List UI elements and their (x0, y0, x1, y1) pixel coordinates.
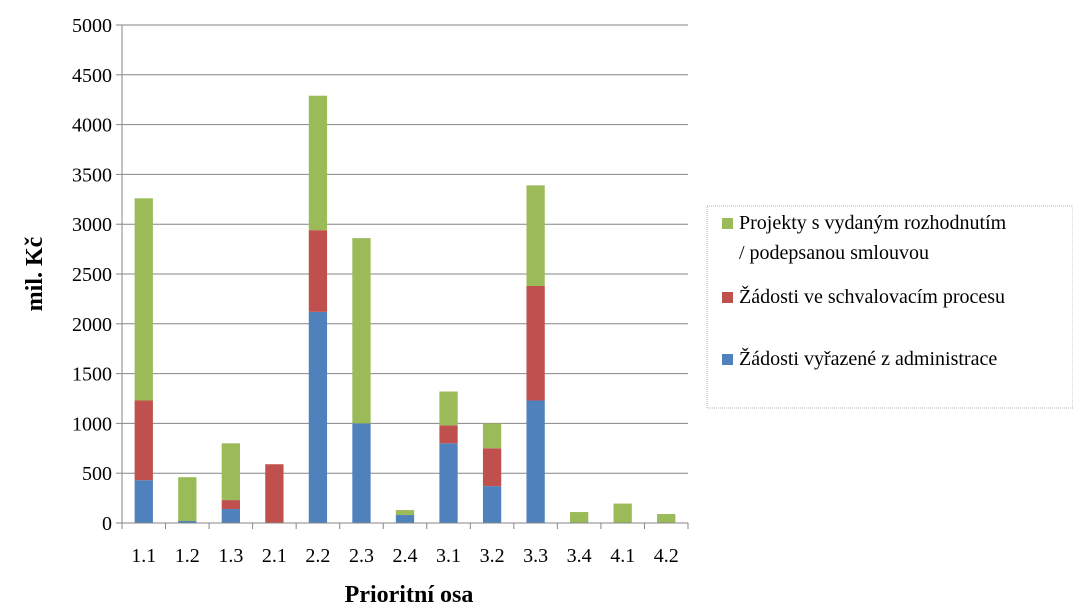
bar-segment (657, 514, 676, 523)
y-tick-label: 4000 (72, 115, 112, 137)
y-axis-title: mil. Kč (22, 236, 48, 311)
x-tick-label: 3.2 (480, 545, 505, 567)
y-tick-label: 1000 (72, 413, 112, 435)
bar-segment (570, 512, 589, 523)
bar-segment (482, 423, 502, 449)
legend: Projekty s vydaným rozhodnutím / podepsan… (706, 205, 1073, 409)
bar-segment (308, 230, 328, 312)
legend-label: Žádosti vyřazené z administrace (739, 347, 997, 370)
legend-label: Žádosti ve schvalovacím procesu (739, 285, 1005, 308)
x-axis-title: Prioritní osa (345, 582, 474, 608)
legend-swatch (722, 292, 733, 303)
bar-segment (526, 285, 545, 401)
legend-swatch (722, 354, 733, 365)
y-tick-labels: 0 500 1000 1500 2000 2500 3000 3500 4000 4500 5000 (72, 15, 122, 535)
y-tick-label: 5000 (72, 15, 112, 37)
x-tick-label: 1.2 (175, 545, 200, 567)
x-tick-label: 2.1 (262, 545, 287, 567)
bars (134, 95, 676, 523)
y-tick-label: 4500 (72, 65, 112, 87)
bar-segment (265, 464, 284, 523)
y-tick-label: 0 (102, 513, 112, 535)
bar-segment (439, 443, 458, 523)
y-tick-label: 2000 (72, 314, 112, 336)
x-tick-label: 3.4 (567, 545, 592, 567)
bar-segment (482, 486, 502, 523)
bar-segment (308, 95, 328, 231)
gridlines (122, 24, 688, 474)
bar-segment (221, 443, 240, 501)
legend-label: Projekty s vydaným rozhodnutím (739, 212, 1007, 234)
x-tick-label: 1.1 (131, 545, 156, 567)
x-tick-label: 4.2 (654, 545, 679, 567)
bar-segment (308, 311, 328, 523)
x-tick-label: 3.3 (523, 545, 548, 567)
x-tick-labels: 1.1 1.2 1.3 2.1 2.2 2.3 2.4 3.1 3.2 3.3 3.4 4.1 4.2 (131, 545, 678, 567)
bar-segment (613, 503, 632, 523)
bar-segment (221, 500, 240, 510)
legend-swatch (722, 218, 733, 229)
legend-frame (706, 205, 1073, 409)
axes (121, 25, 689, 529)
y-tick-label: 2500 (72, 264, 112, 286)
bar-segment (439, 425, 458, 444)
bar-segment (134, 400, 153, 481)
x-tick-label: 2.3 (349, 545, 374, 567)
y-tick-label: 500 (82, 463, 112, 485)
bar-segment (526, 185, 545, 286)
bar-segment (395, 510, 415, 516)
bar-segment (352, 238, 371, 424)
legend-label: / podepsanou smlouvou (739, 242, 929, 264)
bar-segment (221, 509, 240, 523)
x-tick-label: 4.1 (610, 545, 635, 567)
x-tick-label: 1.3 (218, 545, 243, 567)
y-tick-label: 3000 (72, 214, 112, 236)
x-tick-label: 3.1 (436, 545, 461, 567)
y-tick-label: 1500 (72, 364, 112, 386)
x-tick-label: 2.2 (305, 545, 330, 567)
bar-segment (439, 391, 458, 426)
bar-segment (395, 515, 415, 523)
y-tick-label: 3500 (72, 164, 112, 186)
bar-segment (482, 448, 502, 487)
bar-segment (178, 521, 197, 523)
bar-segment (134, 480, 153, 523)
bar-segment (178, 477, 197, 522)
x-tick-label: 2.4 (393, 545, 418, 567)
bar-segment (526, 400, 545, 523)
bar-segment (134, 198, 153, 401)
bar-segment (352, 423, 371, 523)
